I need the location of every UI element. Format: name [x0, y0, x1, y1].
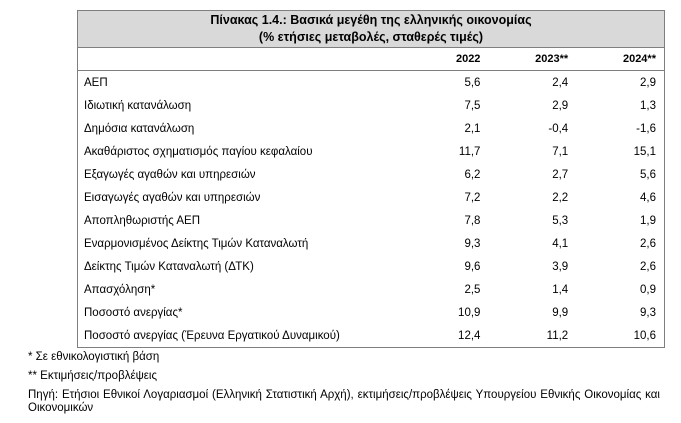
cell-value: 7,2 — [464, 191, 481, 204]
cell-value: 7,5 — [464, 99, 481, 112]
cell-value: 1,3 — [640, 99, 656, 112]
cell-value: 1,4 — [552, 283, 569, 296]
cell-value: 11,2 — [488, 324, 577, 348]
cell-value: 2,2 — [552, 191, 569, 204]
cell-value: 9,3 — [464, 237, 481, 250]
table-row: ΑΕΠ 5,6 2,4 2,9 — [78, 71, 665, 95]
cell-value: 4,1 — [552, 237, 569, 250]
cell-value: 9,9 — [552, 306, 569, 319]
footnote: * Σε εθνικολογιστική βάση — [28, 351, 160, 363]
cell-value: 5,6 — [640, 168, 656, 181]
row-label: Εισαγωγές αγαθών και υπηρεσιών — [84, 191, 261, 204]
row-label: Δημόσια κατανάλωση — [84, 122, 195, 135]
cell-value: 2,6 — [640, 260, 656, 273]
notes: * Σε εθνικολογιστική βάση ** Εκτιμήσεις/π… — [28, 348, 660, 415]
cell-value: -0,4 — [548, 122, 569, 135]
row-label: Ποσοστό ανεργίας (Έρευνα Εργατικού Δυναμ… — [77, 324, 401, 348]
table-row: Εισαγωγές αγαθών και υπηρεσιών 7,2 2,2 4,6 — [78, 186, 665, 209]
cell-value: 7,8 — [464, 214, 481, 227]
cell-value: 10,6 — [576, 324, 665, 348]
data-table: Πίνακας 1.4.: Βασικά μεγέθη της ελληνική… — [77, 10, 665, 348]
cell-value: 0,9 — [640, 283, 656, 296]
table-row: Εξαγωγές αγαθών και υπηρεσιών 6,2 2,7 5,6 — [78, 163, 665, 186]
row-label: Εξαγωγές αγαθών και υπηρεσιών — [84, 168, 256, 181]
table-row: Ιδιωτική κατανάλωση 7,5 2,9 1,3 — [78, 94, 665, 117]
cell-value: 3,9 — [552, 260, 569, 273]
table-title: Πίνακας 1.4.: Βασικά μεγέθη της ελληνική… — [210, 13, 532, 27]
cell-value: 7,1 — [552, 145, 569, 158]
table-subtitle: (% ετήσιες μεταβολές, σταθερές τιμές) — [258, 30, 484, 44]
cell-value: 10,9 — [458, 306, 481, 319]
cell-value: 2,5 — [464, 283, 481, 296]
footnote: ** Εκτιμήσεις/προβλέψεις — [28, 370, 157, 382]
table-title-cell: Πίνακας 1.4.: Βασικά μεγέθη της ελληνική… — [77, 10, 665, 48]
table-row: Δημόσια κατανάλωση 2,1 -0,4 -1,6 — [78, 117, 665, 140]
table-row: Απασχόληση* 2,5 1,4 0,9 — [78, 278, 665, 301]
header-row: 2022 2023** 2024** — [77, 47, 665, 71]
cell-value: 5,3 — [552, 214, 569, 227]
column-header: 2024** — [576, 47, 665, 71]
column-header: 2022 — [400, 47, 489, 71]
row-label: Ποσοστό ανεργίας* — [84, 306, 183, 319]
cell-value: 12,4 — [400, 324, 489, 348]
row-label: Απασχόληση* — [84, 283, 156, 296]
cell-value: 9,3 — [640, 306, 656, 319]
cell-value: 5,6 — [464, 76, 481, 89]
cell-value: 1,9 — [640, 214, 656, 227]
column-header: 2023** — [488, 47, 577, 71]
row-label: Αποπληθωριστής ΑΕΠ — [84, 214, 201, 227]
cell-value: 2,7 — [552, 168, 569, 181]
row-label: ΑΕΠ — [84, 76, 108, 89]
table-row: Ακαθάριστος σχηματισμός παγίου κεφαλαίου… — [78, 140, 665, 163]
cell-value: 2,9 — [640, 76, 656, 89]
table-body: ΑΕΠ 5,6 2,4 2,9 Ιδιωτική κατανάλωση 7,5 2,9 1,3… — [77, 71, 665, 348]
row-label: Δείκτης Τιμών Καταναλωτή (ΔΤΚ) — [84, 260, 254, 273]
table-row: Ποσοστό ανεργίας* 10,9 9,9 9,3 — [78, 301, 665, 324]
cell-value: 9,6 — [464, 260, 481, 273]
table-row: Ποσοστό ανεργίας (Έρευνα Εργατικού Δυναμ… — [77, 324, 665, 348]
table-row: Δείκτης Τιμών Καταναλωτή (ΔΤΚ) 9,6 3,9 2,6 — [78, 255, 665, 278]
table-row: Αποπληθωριστής ΑΕΠ 7,8 5,3 1,9 — [78, 209, 665, 232]
cell-value: 11,7 — [458, 145, 481, 158]
cell-value: 2,1 — [464, 122, 481, 135]
cell-value: 2,4 — [552, 76, 569, 89]
header-blank — [77, 47, 401, 71]
row-label: Εναρμονισμένος Δείκτης Τιμών Καταναλωτή — [84, 237, 309, 250]
cell-value: 15,1 — [633, 145, 656, 158]
source-note: Πηγή: Ετήσιοι Εθνικοί Λογαριασμοί (Ελλην… — [28, 389, 660, 414]
row-label: Ιδιωτική κατανάλωση — [84, 99, 192, 112]
cell-value: 4,6 — [640, 191, 656, 204]
cell-value: 6,2 — [464, 168, 481, 181]
cell-value: 2,9 — [552, 99, 569, 112]
table-row: Εναρμονισμένος Δείκτης Τιμών Καταναλωτή 9… — [78, 232, 665, 255]
cell-value: 2,6 — [640, 237, 656, 250]
row-label: Ακαθάριστος σχηματισμός παγίου κεφαλαίου — [84, 145, 313, 158]
cell-value: -1,6 — [636, 122, 656, 135]
